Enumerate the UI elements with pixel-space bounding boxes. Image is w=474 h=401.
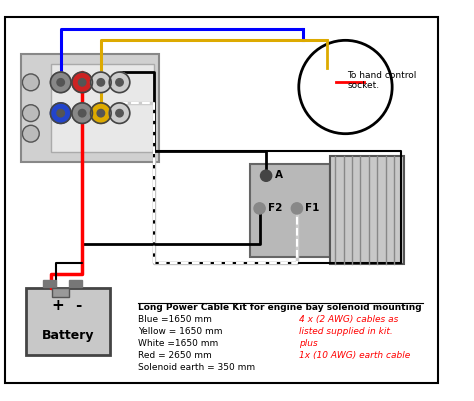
Circle shape bbox=[254, 203, 265, 215]
Text: listed supplied in kit.: listed supplied in kit. bbox=[299, 326, 392, 335]
Text: 1x (10 AWG) earth cable: 1x (10 AWG) earth cable bbox=[299, 350, 410, 359]
FancyBboxPatch shape bbox=[51, 65, 154, 153]
Text: F1: F1 bbox=[305, 202, 319, 212]
Text: Red = 2650 mm: Red = 2650 mm bbox=[138, 350, 212, 359]
Circle shape bbox=[50, 103, 71, 124]
Text: Battery: Battery bbox=[42, 328, 94, 341]
Circle shape bbox=[299, 41, 392, 134]
Text: -: - bbox=[75, 297, 82, 312]
Text: A: A bbox=[274, 170, 283, 179]
Circle shape bbox=[91, 103, 111, 124]
Circle shape bbox=[22, 105, 39, 122]
Circle shape bbox=[261, 171, 272, 182]
Circle shape bbox=[57, 110, 64, 117]
Text: F2: F2 bbox=[268, 202, 283, 212]
Circle shape bbox=[109, 103, 130, 124]
Text: plus: plus bbox=[299, 338, 318, 347]
Circle shape bbox=[22, 126, 39, 143]
Circle shape bbox=[116, 79, 123, 87]
Circle shape bbox=[78, 110, 86, 117]
Circle shape bbox=[109, 73, 130, 93]
Circle shape bbox=[22, 75, 39, 91]
FancyBboxPatch shape bbox=[26, 288, 110, 355]
Circle shape bbox=[57, 79, 64, 87]
FancyBboxPatch shape bbox=[250, 164, 329, 257]
FancyBboxPatch shape bbox=[5, 18, 438, 383]
Text: +: + bbox=[52, 297, 64, 312]
Circle shape bbox=[97, 110, 105, 117]
Circle shape bbox=[50, 73, 71, 93]
FancyBboxPatch shape bbox=[69, 281, 82, 287]
Text: Long Power Cable Kit for engine bay solenoid mounting: Long Power Cable Kit for engine bay sole… bbox=[138, 302, 422, 311]
Text: To hand control
socket.: To hand control socket. bbox=[347, 71, 417, 90]
FancyBboxPatch shape bbox=[329, 157, 404, 265]
Text: Blue =1650 mm: Blue =1650 mm bbox=[138, 314, 212, 323]
FancyBboxPatch shape bbox=[52, 288, 69, 298]
Text: 4 x (2 AWG) cables as: 4 x (2 AWG) cables as bbox=[299, 314, 398, 323]
FancyBboxPatch shape bbox=[20, 55, 159, 162]
Circle shape bbox=[97, 79, 105, 87]
Circle shape bbox=[292, 203, 302, 215]
Circle shape bbox=[78, 79, 86, 87]
Text: Yellow = 1650 mm: Yellow = 1650 mm bbox=[138, 326, 223, 335]
Circle shape bbox=[116, 110, 123, 117]
Circle shape bbox=[72, 103, 92, 124]
Text: White =1650 mm: White =1650 mm bbox=[138, 338, 219, 347]
FancyBboxPatch shape bbox=[43, 281, 56, 287]
Circle shape bbox=[72, 73, 92, 93]
Circle shape bbox=[91, 73, 111, 93]
Text: Solenoid earth = 350 mm: Solenoid earth = 350 mm bbox=[138, 363, 255, 372]
